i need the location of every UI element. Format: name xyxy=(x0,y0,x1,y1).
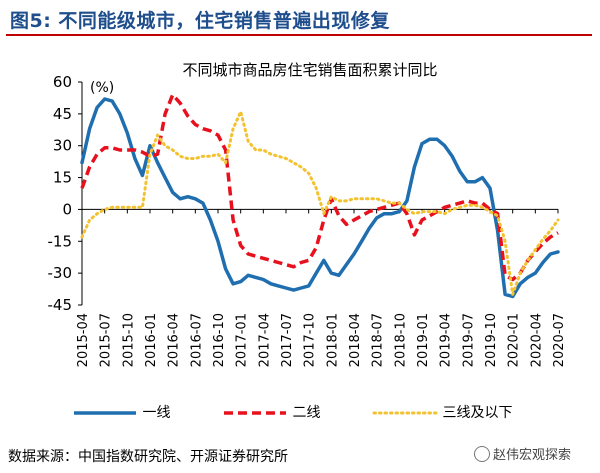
x-tick-label: 2015-07 xyxy=(99,313,114,367)
series-line-3 xyxy=(80,110,560,296)
series-line-2 xyxy=(80,92,559,282)
x-tick-label: 2015-04 xyxy=(76,313,91,367)
y-axis: -45 -30 -15 0 15 30 45 60 xyxy=(48,73,83,314)
y-tick-label: -30 xyxy=(48,264,73,282)
legend-swatch-tier1 xyxy=(74,411,136,415)
legend-item-tier3: 三线及以下 xyxy=(372,402,512,422)
legend-item-tier2: 二线 xyxy=(222,402,320,422)
chart-title: 不同城市商品房住宅销售面积累计同比 xyxy=(182,61,437,79)
x-tick-label: 2018-04 xyxy=(348,313,363,367)
x-axis: 2015-04 2015-07 2015-10 2016-01 2016-04 2016-… xyxy=(76,208,567,367)
y-axis-unit: (%) xyxy=(90,80,114,96)
y-tick-label: 30 xyxy=(53,137,72,155)
x-tick-label: 2016-07 xyxy=(189,313,204,367)
watermark: 赵伟宏观探索 xyxy=(474,444,571,463)
x-tick-label: 2016-10 xyxy=(212,313,227,367)
x-tick-label: 2019-10 xyxy=(484,313,499,367)
x-tick-label: 2019-07 xyxy=(461,313,476,367)
x-tick-label: 2018-10 xyxy=(393,313,408,367)
legend-item-tier1: 一线 xyxy=(72,402,170,422)
x-tick-label: 2020-07 xyxy=(552,313,567,367)
y-tick-label: 15 xyxy=(53,169,72,187)
figure-title: 图5: 不同能级城市，住宅销售普遍出现修复 xyxy=(10,10,390,32)
wechat-icon xyxy=(474,446,490,462)
x-tick-label: 2018-07 xyxy=(371,313,386,367)
x-tick-label: 2016-01 xyxy=(144,313,159,367)
x-tick-label: 2018-01 xyxy=(325,313,340,367)
x-tick-label: 2019-01 xyxy=(416,313,431,367)
x-tick-label: 2020-01 xyxy=(507,313,522,367)
x-tick-label: 2020-04 xyxy=(529,313,544,367)
legend-label-tier1: 一线 xyxy=(142,405,171,421)
y-tick-label: 60 xyxy=(53,73,72,91)
watermark-label: 赵伟宏观探索 xyxy=(493,448,572,463)
x-tick-label: 2017-04 xyxy=(257,313,272,367)
legend-swatch-tier2 xyxy=(224,411,286,415)
x-tick-label: 2017-07 xyxy=(280,313,295,367)
y-tick-label: -15 xyxy=(48,232,73,250)
legend-label-tier2: 二线 xyxy=(292,405,321,421)
x-tick-label: 2015-10 xyxy=(121,313,136,367)
source-note: 数据来源：中国指数研究院、开源证券研究所 xyxy=(8,449,288,465)
title-rule xyxy=(6,34,592,36)
x-tick-label: 2016-04 xyxy=(167,313,182,367)
y-tick-label: -45 xyxy=(48,296,73,314)
y-tick-label: 0 xyxy=(62,200,72,218)
legend-label-tier3: 三线及以下 xyxy=(442,405,513,421)
x-tick-label: 2017-10 xyxy=(303,313,318,367)
legend-swatch-tier3 xyxy=(372,411,438,415)
series-line-1 xyxy=(80,97,560,299)
x-tick-label: 2019-04 xyxy=(439,313,454,367)
series-group xyxy=(80,92,560,299)
y-tick-label: 45 xyxy=(53,105,72,123)
x-tick-label: 2017-01 xyxy=(235,313,250,367)
